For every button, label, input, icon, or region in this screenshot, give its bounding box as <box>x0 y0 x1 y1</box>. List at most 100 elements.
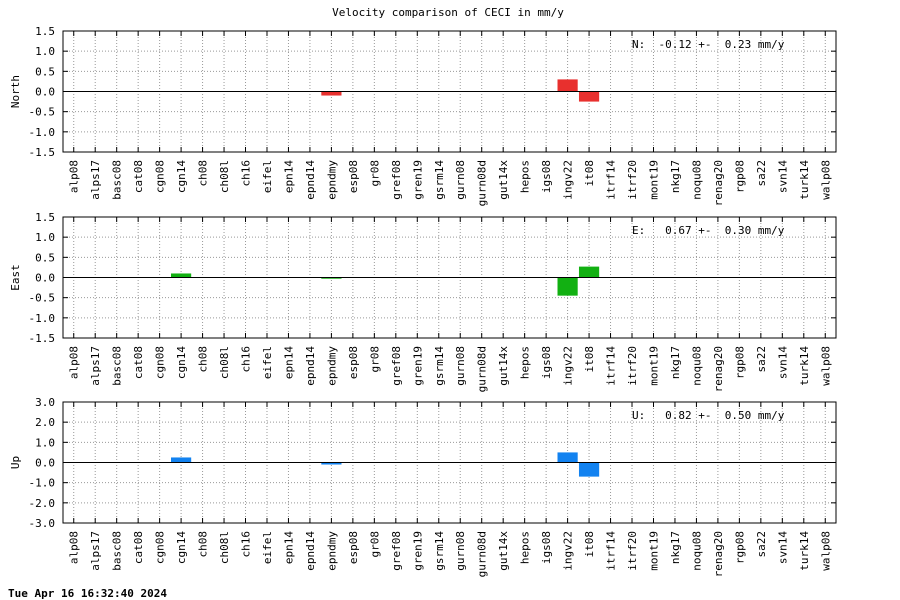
x-tick-label: igs08 <box>540 160 553 193</box>
bar <box>578 91 600 102</box>
x-tick-label: epnd14 <box>304 160 317 200</box>
x-tick-label: itrf14 <box>605 160 618 200</box>
x-tick-label: renag20 <box>712 160 725 206</box>
bar <box>557 79 578 92</box>
x-tick-label: gref08 <box>390 531 403 571</box>
x-tick-label: cat08 <box>132 160 145 193</box>
x-tick-label: ch08 <box>197 160 210 187</box>
y-tick-label: 1.5 <box>35 211 55 224</box>
y-tick-label: -0.5 <box>29 106 56 119</box>
x-tick-label: renag20 <box>712 346 725 392</box>
x-tick-label: ingv22 <box>562 531 575 571</box>
x-tick-label: basc08 <box>111 531 124 571</box>
x-tick-label: turk14 <box>798 160 811 200</box>
x-tick-label: cgn14 <box>175 160 188 193</box>
x-tick-label: noqu08 <box>690 346 703 386</box>
x-tick-label: gut14x <box>497 346 510 386</box>
x-tick-label: ch16 <box>240 160 253 187</box>
x-tick-label: hepos <box>519 160 532 193</box>
x-tick-label: igs08 <box>540 531 553 564</box>
x-tick-label: gref08 <box>390 346 403 386</box>
x-tick-label: basc08 <box>111 346 124 386</box>
annotation: E: 0.67 +- 0.30 mm/y <box>632 224 785 237</box>
x-tick-label: gsrm14 <box>433 346 446 386</box>
bar <box>171 273 192 278</box>
x-tick-label: sa22 <box>755 531 768 558</box>
y-tick-label: 0.0 <box>35 272 55 285</box>
x-tick-label: hepos <box>519 346 532 379</box>
y-tick-label: -1.0 <box>29 477 56 490</box>
y-tick-label: 0.5 <box>35 65 55 78</box>
bar <box>321 91 342 96</box>
x-tick-label: rgp08 <box>733 346 746 379</box>
x-tick-label: gr08 <box>368 160 381 187</box>
x-tick-label: gref08 <box>390 160 403 200</box>
x-tick-label: igs08 <box>540 346 553 379</box>
y-tick-label: -2.0 <box>29 497 56 510</box>
y-tick-label: -1.0 <box>29 126 56 139</box>
y-tick-label: 1.0 <box>35 231 55 244</box>
bar <box>557 277 578 296</box>
x-tick-label: ch16 <box>240 531 253 558</box>
x-tick-label: esp08 <box>347 160 360 193</box>
x-tick-label: epnd14 <box>304 346 317 386</box>
x-tick-label: cgn14 <box>175 346 188 379</box>
x-tick-label: nkg17 <box>669 160 682 193</box>
x-tick-label: gren19 <box>411 160 424 200</box>
y-tick-label: 2.0 <box>35 416 55 429</box>
y-tick-label: 0.0 <box>35 457 55 470</box>
bar <box>578 462 600 477</box>
x-tick-label: svn14 <box>776 531 789 564</box>
plot-frame <box>62 401 837 524</box>
x-tick-label: epn14 <box>282 346 295 379</box>
x-tick-label: epn14 <box>282 160 295 193</box>
x-tick-label: gut14x <box>497 160 510 200</box>
x-tick-label: walp08 <box>819 160 832 200</box>
x-tick-label: itrf20 <box>626 531 639 571</box>
x-tick-label: alps17 <box>89 346 102 386</box>
x-tick-label: cgn08 <box>154 531 167 564</box>
y-tick-label: -3.0 <box>29 517 56 530</box>
x-tick-label: gren19 <box>411 346 424 386</box>
x-tick-label: itrf14 <box>605 346 618 386</box>
x-tick-label: rgp08 <box>733 160 746 193</box>
x-tick-label: it08 <box>583 346 596 373</box>
x-tick-label: gurn08 <box>454 531 467 571</box>
y-tick-label: -1.5 <box>29 146 56 159</box>
x-tick-label: gsrm14 <box>433 160 446 200</box>
x-tick-label: it08 <box>583 531 596 558</box>
x-tick-label: epnd14 <box>304 531 317 571</box>
x-tick-label: gsrm14 <box>433 531 446 571</box>
x-tick-label: epn14 <box>282 531 295 564</box>
plot-frame <box>62 216 837 339</box>
x-tick-label: ch08 <box>197 531 210 558</box>
x-tick-label: cat08 <box>132 346 145 379</box>
x-tick-label: epndmy <box>325 346 338 386</box>
x-tick-label: ch08l <box>218 531 231 564</box>
x-tick-label: ingv22 <box>562 346 575 386</box>
x-tick-label: nkg17 <box>669 346 682 379</box>
y-axis-label: North <box>9 75 22 108</box>
bar <box>321 462 342 465</box>
x-tick-label: itrf14 <box>605 531 618 571</box>
x-tick-label: cgn14 <box>175 531 188 564</box>
x-tick-label: gurn08d <box>476 346 489 392</box>
footer-date: Tue Apr 16 16:32:40 2024 <box>8 587 167 600</box>
x-tick-label: nkg17 <box>669 531 682 564</box>
x-tick-label: alp08 <box>68 160 81 193</box>
x-tick-label: cgn08 <box>154 346 167 379</box>
y-tick-label: 0.5 <box>35 251 55 264</box>
x-tick-label: rgp08 <box>733 531 746 564</box>
x-tick-label: svn14 <box>776 160 789 193</box>
y-tick-label: -1.5 <box>29 332 56 345</box>
bar <box>171 457 192 463</box>
x-tick-label: eifel <box>261 160 274 193</box>
x-tick-label: mont19 <box>647 531 660 571</box>
x-tick-label: noqu08 <box>690 160 703 200</box>
x-tick-label: eifel <box>261 531 274 564</box>
y-tick-label: 1.0 <box>35 45 55 58</box>
x-tick-label: ch08 <box>197 346 210 373</box>
x-tick-label: itrf20 <box>626 346 639 386</box>
bar <box>557 452 578 463</box>
